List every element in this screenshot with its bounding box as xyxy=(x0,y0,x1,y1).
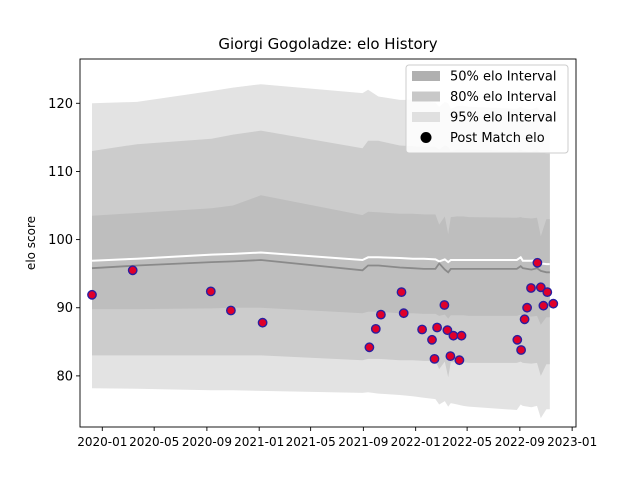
post-match-elo-point xyxy=(454,355,465,366)
post-match-elo-point xyxy=(516,345,526,355)
legend-swatch xyxy=(412,71,440,81)
y-tick-label: 100 xyxy=(48,233,73,248)
post-match-elo-point xyxy=(396,287,407,297)
post-match-elo-point xyxy=(398,308,409,319)
x-tick-label: 2021-09 xyxy=(338,435,388,449)
legend-box xyxy=(405,64,569,154)
legend-label: 95% elo Interval xyxy=(450,111,557,126)
post-match-elo-point xyxy=(548,298,559,309)
post-match-elo-point xyxy=(439,300,450,310)
post-match-elo-point xyxy=(445,351,456,361)
y-axis-label: elo score xyxy=(24,216,38,270)
mean-elo-line xyxy=(91,259,550,274)
post-match-elo-point xyxy=(535,282,546,293)
x-tick-label: 2022-09 xyxy=(495,435,545,449)
x-tick-label: 2020-01 xyxy=(77,435,127,449)
legend-swatch xyxy=(412,91,440,102)
x-tick-label: 2023-01 xyxy=(547,435,597,449)
post-match-elo-point xyxy=(512,334,523,345)
x-tick-label: 2022-01 xyxy=(391,435,441,449)
legend-swatch xyxy=(412,112,440,122)
chart-title: Giorgi Gogoladze: elo History xyxy=(218,35,437,53)
legend-label: 80% elo Interval xyxy=(450,90,557,105)
legend: 50% elo Interval 80% elo Interval 95% elo … xyxy=(405,64,569,154)
post-match-elo-point xyxy=(127,265,138,276)
x-tick-label: 2020-05 xyxy=(129,435,179,449)
post-match-elo-point xyxy=(522,302,532,313)
post-match-elo-point xyxy=(87,289,97,300)
x-tick-label: 2021-01 xyxy=(234,435,284,449)
post-match-elo-point xyxy=(519,314,530,325)
post-match-elo-point xyxy=(375,309,386,320)
upper-elo-line xyxy=(91,251,550,266)
y-tick-label: 120 xyxy=(48,97,73,112)
x-tick-label: 2022-05 xyxy=(442,435,492,449)
post-match-elo-point xyxy=(448,330,459,341)
post-match-elo-point xyxy=(429,353,440,364)
x-tick-label: 2020-09 xyxy=(182,435,232,449)
post-match-elo-point xyxy=(526,283,536,293)
post-match-elo-point xyxy=(456,330,467,341)
post-match-elo-point xyxy=(225,305,236,316)
post-match-elo-point xyxy=(432,322,442,333)
post-match-elo-point xyxy=(257,317,268,328)
post-match-elo-point xyxy=(442,325,453,336)
plot-frame xyxy=(79,58,577,428)
post-match-elo-point xyxy=(542,287,553,297)
legend-label: 50% elo Interval xyxy=(450,70,557,85)
y-tick-label: 80 xyxy=(56,369,73,384)
x-tick-label: 2021-05 xyxy=(286,435,336,449)
post-match-elo-point xyxy=(427,334,437,345)
post-match-elo-point xyxy=(370,323,381,334)
post-match-elo-point xyxy=(538,300,549,311)
legend-marker xyxy=(420,132,432,143)
y-tick-label: 90 xyxy=(56,301,73,316)
post-match-elo-point xyxy=(417,324,427,335)
y-tick-label: 110 xyxy=(48,165,73,180)
post-match-elo-point xyxy=(364,342,375,353)
post-match-elo-point xyxy=(205,286,216,297)
plot-area xyxy=(87,84,559,419)
post-match-elo-point xyxy=(532,257,543,268)
legend-label: Post Match elo xyxy=(450,131,545,146)
